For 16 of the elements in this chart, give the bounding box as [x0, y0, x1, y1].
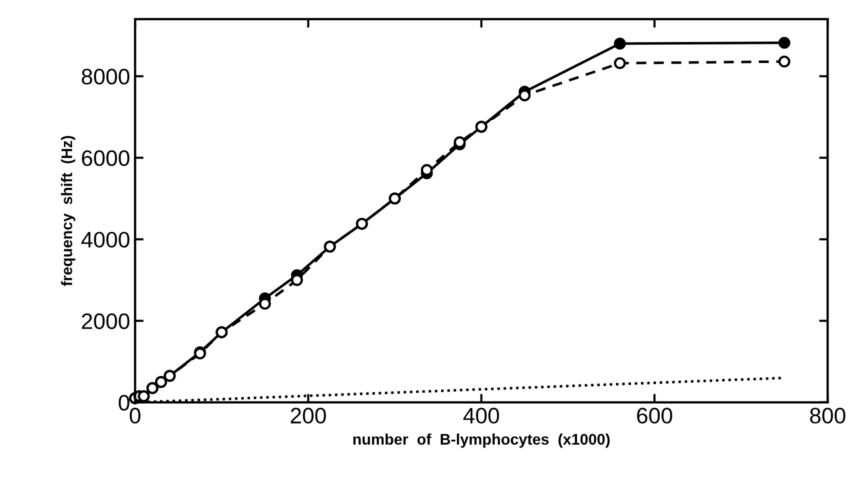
x-tick-label: 200: [290, 408, 326, 424]
y-tick-label: 0: [118, 394, 130, 411]
y-tick-label: 8000: [82, 68, 130, 85]
x-tick-label: 0: [130, 408, 140, 424]
y-tick-label: 4000: [81, 232, 130, 248]
x-axis-title: number of B-lymphocytes (x1000): [353, 433, 610, 448]
y-axis-title: frequency shift (Hz): [61, 136, 76, 286]
x-tick-label: 800: [810, 408, 846, 424]
y-tick-label: 2000: [82, 313, 130, 330]
x-tick-label: 400: [463, 408, 500, 424]
x-tick-label: 600: [637, 408, 672, 424]
y-tick-label: 6000: [82, 150, 130, 166]
point: [614, 57, 626, 70]
point: [778, 36, 790, 49]
point: [778, 56, 790, 68]
point: [614, 38, 626, 50]
